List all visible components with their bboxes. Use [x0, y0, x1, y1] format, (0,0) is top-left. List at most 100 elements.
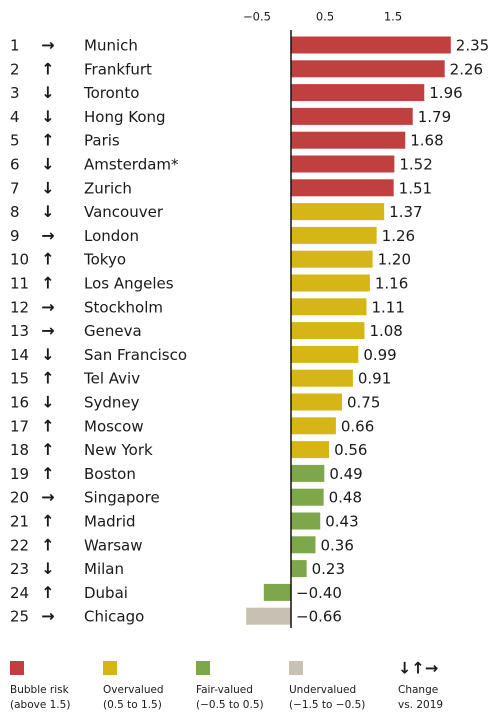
bar [263, 583, 291, 601]
city-label: Boston [84, 465, 136, 483]
city-label: Sydney [84, 394, 140, 412]
city-label: Amsterdam* [84, 156, 179, 174]
value-label: −0.66 [296, 608, 342, 626]
bar [291, 274, 370, 292]
change-arrow: ↑ [41, 274, 54, 293]
legend-label: (−0.5 to 0.5) [196, 699, 264, 711]
city-label: Singapore [84, 489, 160, 507]
rank: 6 [10, 156, 20, 174]
city-label: Zurich [84, 179, 132, 197]
bar [291, 536, 316, 554]
x-tick-label: 1.5 [384, 10, 402, 24]
city-label: Geneva [84, 322, 142, 340]
change-arrow: ↓ [41, 155, 54, 174]
value-label: 1.20 [378, 251, 411, 269]
bar [291, 60, 445, 78]
rank: 19 [10, 465, 29, 483]
city-label: Chicago [84, 608, 144, 626]
change-arrow: → [41, 297, 54, 316]
city-label: Vancouver [84, 203, 164, 221]
change-arrow: ↑ [41, 59, 54, 78]
bar [291, 203, 385, 221]
city-label: London [84, 227, 139, 245]
bar [291, 155, 395, 173]
rank: 11 [10, 275, 29, 293]
legend-label: Overvalued [103, 684, 164, 696]
bar [291, 464, 325, 482]
legend-label: Bubble risk [10, 684, 70, 696]
bar [291, 369, 353, 387]
bar [291, 322, 365, 340]
bar [246, 607, 291, 625]
rank: 7 [10, 179, 20, 197]
legend-label: vs. 2019 [398, 699, 443, 711]
change-arrow: → [41, 226, 54, 245]
x-tick-label: 0.5 [316, 10, 334, 24]
city-label: Toronto [83, 84, 139, 102]
bar [291, 298, 367, 316]
value-label: 1.79 [418, 108, 451, 126]
bar [291, 250, 373, 268]
city-label: Madrid [84, 513, 136, 531]
change-arrow: → [41, 321, 54, 340]
city-label: Paris [84, 132, 120, 150]
value-label: 0.99 [363, 346, 396, 364]
legend-label: Undervalued [289, 684, 356, 696]
change-arrow: ↑ [41, 535, 54, 554]
rank: 1 [10, 37, 20, 55]
change-arrow: ↓ [41, 202, 54, 221]
rank: 25 [10, 608, 29, 626]
change-arrow: ↓ [41, 107, 54, 126]
legend-swatch [289, 661, 303, 675]
value-label: 1.08 [369, 322, 402, 340]
city-label: Los Angeles [84, 275, 174, 293]
city-label: Moscow [84, 417, 144, 435]
rank: 8 [10, 203, 20, 221]
rank: 9 [10, 227, 20, 245]
value-label: 1.51 [399, 179, 432, 197]
rank: 13 [10, 322, 29, 340]
rank: 18 [10, 441, 29, 459]
rank: 21 [10, 513, 29, 531]
legend-swatch [196, 661, 210, 675]
rank: 10 [10, 251, 29, 269]
legend-label: (−1.5 to −0.5) [289, 699, 365, 711]
rank: 24 [10, 584, 29, 602]
rank: 4 [10, 108, 20, 126]
city-label: Stockholm [84, 298, 163, 316]
value-label: 0.75 [347, 394, 380, 412]
legend-symbol: ↓↑→ [398, 659, 438, 678]
rank: 17 [10, 417, 29, 435]
legend-label: (0.5 to 1.5) [103, 699, 162, 711]
value-label: 1.68 [410, 132, 443, 150]
change-arrow: ↓ [41, 83, 54, 102]
change-arrow: → [41, 607, 54, 626]
value-label: 0.66 [341, 417, 374, 435]
change-arrow: ↓ [41, 345, 54, 364]
bar [291, 560, 307, 578]
city-label: Tokyo [83, 251, 126, 269]
value-label: 1.37 [389, 203, 422, 221]
value-label: 0.91 [358, 370, 391, 388]
value-label: 0.49 [329, 465, 362, 483]
change-arrow: ↑ [41, 583, 54, 602]
legend-swatch [103, 661, 117, 675]
rank: 12 [10, 298, 29, 316]
bar [291, 345, 359, 363]
rank: 16 [10, 394, 29, 412]
bar [291, 441, 330, 459]
rank: 5 [10, 132, 20, 150]
change-arrow: ↑ [41, 416, 54, 435]
rank: 2 [10, 60, 20, 78]
value-label: 0.56 [334, 441, 367, 459]
bar [291, 107, 413, 125]
city-label: New York [84, 441, 153, 459]
change-arrow: → [41, 488, 54, 507]
value-label: 2.26 [450, 60, 483, 78]
city-label: Milan [84, 560, 124, 578]
rank: 14 [10, 346, 29, 364]
change-arrow: ↓ [41, 178, 54, 197]
value-label: 0.48 [329, 489, 362, 507]
bar [291, 512, 321, 530]
